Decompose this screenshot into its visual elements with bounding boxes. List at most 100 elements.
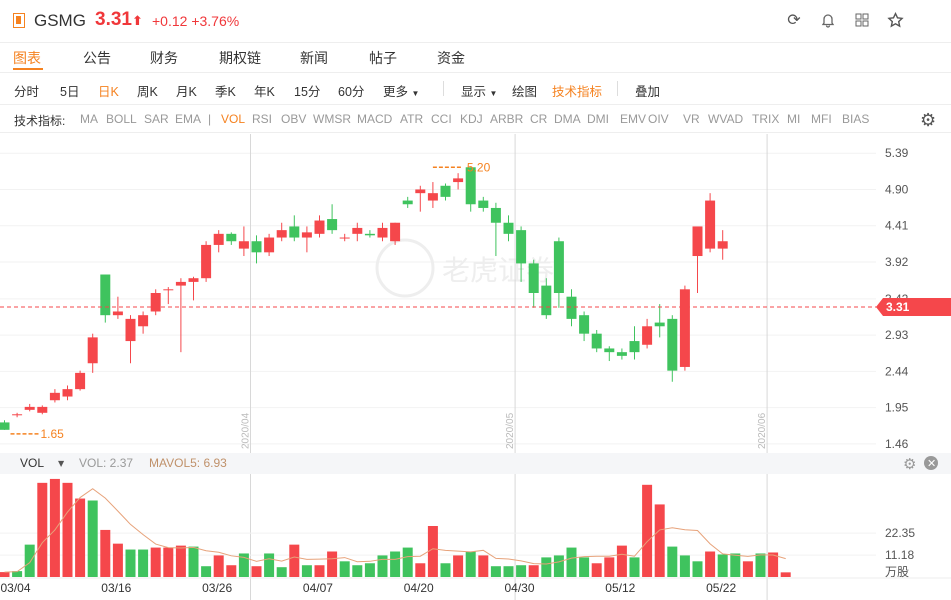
period-yearly[interactable]: 年K [254,85,275,99]
y-tick-label: 4.41 [885,219,909,233]
indicator-cr[interactable]: CR [530,112,548,126]
x-tick-label: 04/20 [404,581,434,595]
period-daily[interactable]: 日K [98,85,119,99]
tab-announcements[interactable]: 公告 [83,50,111,66]
candle-body [503,222,514,234]
display-dropdown[interactable]: 显示 ▼ [461,81,497,100]
volume-bar [742,561,753,577]
volume-bar [138,549,149,577]
candle-body [616,352,627,356]
y-tick-label: 1.46 [885,437,909,451]
candle-body [138,315,149,327]
candle-body [339,237,350,239]
volume-bar [616,545,627,577]
tab-financials[interactable]: 财务 [150,50,178,66]
candle-body [276,230,287,238]
volume-bar [516,565,527,577]
candle-body [490,207,501,223]
candle-body [516,230,527,264]
indicator-wmsr[interactable]: WMSR [313,112,351,126]
candle-body [604,348,615,353]
tab-chart[interactable]: 图表 [13,50,41,66]
indicator-wvad[interactable]: WVAD [708,112,744,126]
period-more-dropdown[interactable]: 更多 ▼ [383,81,419,100]
indicator-boll[interactable]: BOLL [106,112,137,126]
y-tick-label: 3.92 [885,255,909,269]
volume-bar [402,547,413,577]
mavol-line [4,488,786,573]
indicator-kdj[interactable]: KDJ [460,112,483,126]
draw-button[interactable]: 绘图 [512,85,538,99]
up-arrow-icon: ⬆ [131,13,143,28]
indicator-bias[interactable]: BIAS [842,112,870,126]
period-intraday[interactable]: 分时 [14,85,40,99]
volume-bar [629,557,640,577]
candle-body [377,227,388,238]
y-tick-label: 1.95 [885,401,909,415]
candle-body [12,414,23,416]
tab-news[interactable]: 新闻 [300,50,328,66]
tab-posts[interactable]: 帖子 [369,50,397,66]
candle-body [566,296,577,319]
volume-bar [175,545,186,577]
candle-body [327,219,338,231]
bell-icon[interactable] [819,12,837,30]
candle-body [75,372,86,390]
close-icon [924,456,938,470]
price-change: +0.12 +3.76% [152,13,239,29]
low-marker-label: 1.65 [41,427,65,441]
x-tick-label: 05/22 [706,581,736,595]
indicator-vol[interactable]: VOL [221,112,246,126]
period-5day[interactable]: 5日 [60,85,80,99]
indicator-mi[interactable]: MI [787,112,801,126]
volume-bar [528,565,539,577]
period-60min[interactable]: 60分 [338,85,365,99]
refresh-icon[interactable]: ⟳ [787,12,801,29]
candle-body [201,244,212,279]
technical-indicators-button[interactable]: 技术指标 [552,85,603,99]
period-monthly[interactable]: 月K [176,85,197,99]
volume-bar [566,547,577,577]
candle-body [352,227,363,234]
stock-flag-icon [13,13,25,28]
volume-bar [654,504,665,577]
volume-bar [453,555,464,577]
period-weekly[interactable]: 周K [137,85,158,99]
main-tabs: 图表 公告 财务 期权链 新闻 帖子 资金 [0,42,951,73]
indicator-trix[interactable]: TRIX [752,112,780,126]
candle-body [24,406,35,410]
star-icon[interactable] [886,11,904,30]
indicator-atr[interactable]: ATR [400,112,424,126]
indicator-ma[interactable]: MA [80,112,98,126]
candle-body [87,337,98,364]
quote-header: GSMG 3.31⬆ +0.12 +3.76% ⟳ [0,0,951,43]
tab-options-chain[interactable]: 期权链 [219,50,261,66]
overlay-button[interactable]: 叠加 [635,85,661,99]
tab-capital-flow[interactable]: 资金 [437,50,465,66]
indicator-cci[interactable]: CCI [431,112,452,126]
active-tab-indicator [13,68,43,70]
indicator-vr[interactable]: VR [683,112,700,126]
indicator-arbr[interactable]: ARBR [490,112,524,126]
volume-bar [125,549,136,577]
grid-icon[interactable] [853,12,871,30]
candle-body [402,200,413,205]
volume-bar [201,566,212,577]
indicator-dma[interactable]: DMA [554,112,581,126]
dropdown-caret-icon: ▼ [489,89,498,98]
indicator-macd[interactable]: MACD [357,112,393,126]
indicator-obv[interactable]: OBV [281,112,307,126]
indicator-rsi[interactable]: RSI [252,112,273,126]
period-15min[interactable]: 15分 [294,85,321,99]
gear-icon[interactable]: ⚙ [920,110,937,130]
indicator-ema[interactable]: EMA [175,112,202,126]
indicator-oiv[interactable]: OIV [648,112,669,126]
dropdown-caret-icon: ▼ [411,89,420,98]
indicator-dmi[interactable]: DMI [587,112,609,126]
indicator-sar[interactable]: SAR [144,112,169,126]
indicator-emv[interactable]: EMV [620,112,647,126]
period-quarterly[interactable]: 季K [215,85,236,99]
indicator-mfi[interactable]: MFI [811,112,832,126]
volume-bar [604,557,615,577]
